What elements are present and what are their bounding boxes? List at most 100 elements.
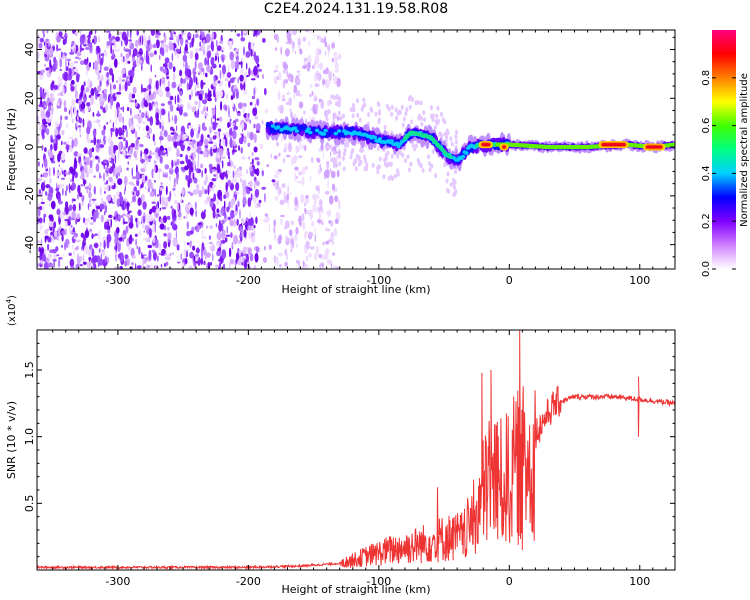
noise-dot xyxy=(324,41,328,48)
halo-dot xyxy=(363,166,367,172)
halo-dot xyxy=(357,161,361,167)
noise-dot xyxy=(229,138,233,148)
noise-dot xyxy=(42,100,47,110)
noise-dot xyxy=(116,190,120,197)
noise-dot xyxy=(148,102,152,112)
halo-dot xyxy=(396,168,400,174)
noise-dot xyxy=(158,54,161,61)
noise-dot xyxy=(137,197,142,207)
noise-dot xyxy=(99,147,102,151)
noise-dot xyxy=(286,192,290,202)
noise-dot xyxy=(44,64,46,67)
noise-dot xyxy=(39,217,42,220)
noise-dot xyxy=(180,192,182,197)
noise-dot xyxy=(326,211,328,214)
noise-dot xyxy=(194,263,196,269)
noise-dot xyxy=(99,53,101,60)
noise-dot xyxy=(278,152,281,157)
noise-dot xyxy=(226,93,228,99)
noise-dot xyxy=(89,203,92,208)
noise-dot xyxy=(215,223,218,228)
noise-dot xyxy=(42,92,46,100)
noise-dot xyxy=(243,135,247,144)
noise-dot xyxy=(237,77,239,84)
noise-dot xyxy=(37,137,40,145)
noise-dot xyxy=(120,107,125,110)
halo-dot xyxy=(377,117,381,123)
noise-dot xyxy=(207,134,210,138)
noise-dot xyxy=(314,83,320,87)
noise-dot xyxy=(250,193,253,201)
noise-dot xyxy=(158,136,164,141)
noise-dot xyxy=(148,43,153,50)
noise-dot xyxy=(229,51,234,61)
noise-dot xyxy=(236,252,240,261)
halo-dot xyxy=(377,102,381,108)
noise-dot xyxy=(334,69,340,73)
noise-dot xyxy=(328,220,331,224)
noise-dot xyxy=(206,196,211,202)
noise-dot xyxy=(126,129,128,138)
noise-dot xyxy=(275,64,279,70)
noise-dot xyxy=(88,248,91,258)
noise-dot xyxy=(189,192,194,196)
ridge-blob xyxy=(294,129,299,133)
noise-dot xyxy=(189,50,194,59)
noise-dot xyxy=(204,255,207,260)
noise-dot xyxy=(295,226,299,235)
noise-dot xyxy=(282,69,287,74)
noise-dot xyxy=(40,96,43,105)
noise-dot xyxy=(324,51,327,56)
noise-dot xyxy=(110,82,112,93)
noise-dot xyxy=(225,234,231,237)
noise-dot xyxy=(58,164,61,168)
noise-dot xyxy=(210,147,212,157)
noise-dot xyxy=(205,33,211,43)
noise-dot xyxy=(85,157,91,166)
noise-dot xyxy=(72,227,76,233)
noise-dot xyxy=(277,236,282,245)
noise-dot xyxy=(301,176,305,186)
noise-dot xyxy=(169,252,172,257)
noise-dot xyxy=(160,103,165,107)
noise-dot xyxy=(118,137,123,140)
noise-dot xyxy=(76,239,81,243)
noise-dot xyxy=(218,258,220,262)
noise-dot xyxy=(87,43,92,47)
noise-dot xyxy=(133,186,137,192)
noise-dot xyxy=(224,77,229,82)
halo-dot xyxy=(365,162,369,168)
halo-dot xyxy=(427,154,430,160)
halo-dot xyxy=(338,96,342,102)
noise-dot xyxy=(59,200,63,205)
noise-dot xyxy=(235,48,240,53)
noise-dot xyxy=(216,231,222,241)
noise-dot xyxy=(65,144,70,151)
noise-dot xyxy=(296,180,300,183)
noise-dot xyxy=(227,147,230,152)
noise-dot xyxy=(48,221,54,228)
noise-dot xyxy=(283,148,286,153)
halo-dot xyxy=(390,111,394,117)
noise-dot xyxy=(188,33,192,37)
noise-dot xyxy=(160,108,166,116)
noise-dot xyxy=(333,228,338,237)
noise-dot xyxy=(101,98,106,102)
noise-dot xyxy=(187,65,190,68)
noise-dot xyxy=(40,69,46,74)
noise-dot xyxy=(105,172,107,177)
noise-dot xyxy=(207,185,210,195)
noise-dot xyxy=(189,242,192,248)
noise-dot xyxy=(127,60,131,64)
noise-dot xyxy=(40,259,43,265)
noise-dot xyxy=(320,143,324,151)
noise-dot xyxy=(91,198,97,201)
noise-dot xyxy=(187,101,191,111)
noise-dot xyxy=(200,211,206,220)
noise-dot xyxy=(187,146,191,151)
noise-dot xyxy=(246,114,249,120)
noise-dot xyxy=(51,54,53,57)
noise-dot xyxy=(55,120,57,129)
noise-dot xyxy=(82,118,85,128)
noise-dot xyxy=(37,177,42,182)
